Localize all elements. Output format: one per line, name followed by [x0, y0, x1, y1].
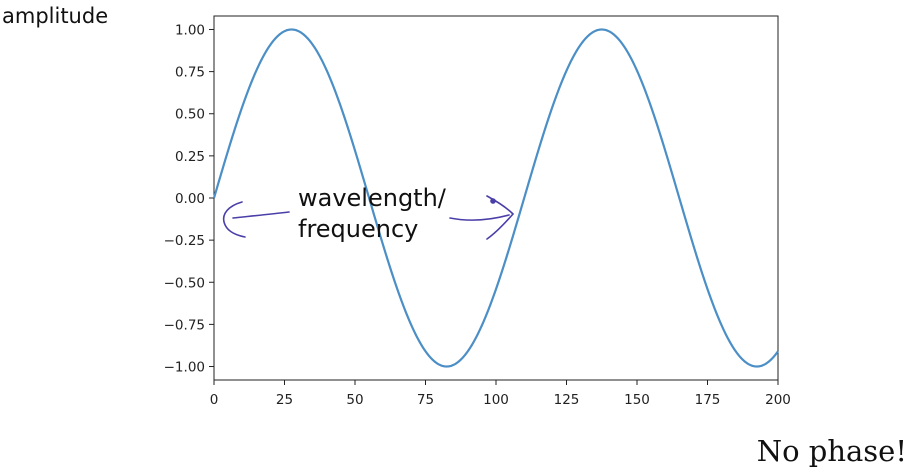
y-tick-label: 0.25 — [175, 149, 205, 165]
y-tick-label: −0.25 — [164, 233, 205, 249]
x-tick-label: 50 — [346, 392, 363, 408]
y-tick-label: −1.00 — [164, 360, 205, 376]
pen-dot — [490, 198, 496, 204]
x-tick-label: 75 — [417, 392, 434, 408]
y-tick-label: 0.00 — [175, 191, 205, 207]
x-tick-label: 100 — [483, 392, 509, 408]
y-tick-label: 0.75 — [175, 65, 205, 81]
wavelength-annotation: wavelength/ frequency — [222, 184, 515, 243]
x-tick-label: 25 — [276, 392, 293, 408]
x-ticks: 0 25 50 75 100 125 150 175 200 — [210, 380, 791, 408]
y-tick-label: 0.50 — [175, 107, 205, 123]
right-arrow-head — [486, 195, 515, 240]
left-arrow-head — [222, 201, 246, 238]
left-arrow-shaft — [232, 211, 290, 219]
y-tick-label: 1.00 — [175, 22, 205, 38]
y-tick-label: −0.50 — [164, 275, 205, 291]
x-tick-label: 175 — [695, 392, 721, 408]
x-tick-label: 0 — [210, 392, 219, 408]
annotation-line-2: frequency — [298, 215, 418, 243]
sine-wave-line — [212, 28, 779, 368]
y-axis-label: amplitude — [2, 4, 109, 28]
no-phase-note: No phase! — [756, 434, 907, 468]
y-tick-label: −0.75 — [164, 317, 205, 333]
right-arrow-shaft — [449, 214, 510, 221]
x-tick-label: 125 — [554, 392, 580, 408]
x-tick-label: 150 — [624, 392, 650, 408]
annotation-line-1: wavelength/ — [298, 184, 447, 212]
x-tick-label: 200 — [765, 392, 791, 408]
y-ticks: 1.00 0.75 0.50 0.25 0.00 −0.25 −0.50 −0.75 −1.00 — [164, 22, 214, 376]
